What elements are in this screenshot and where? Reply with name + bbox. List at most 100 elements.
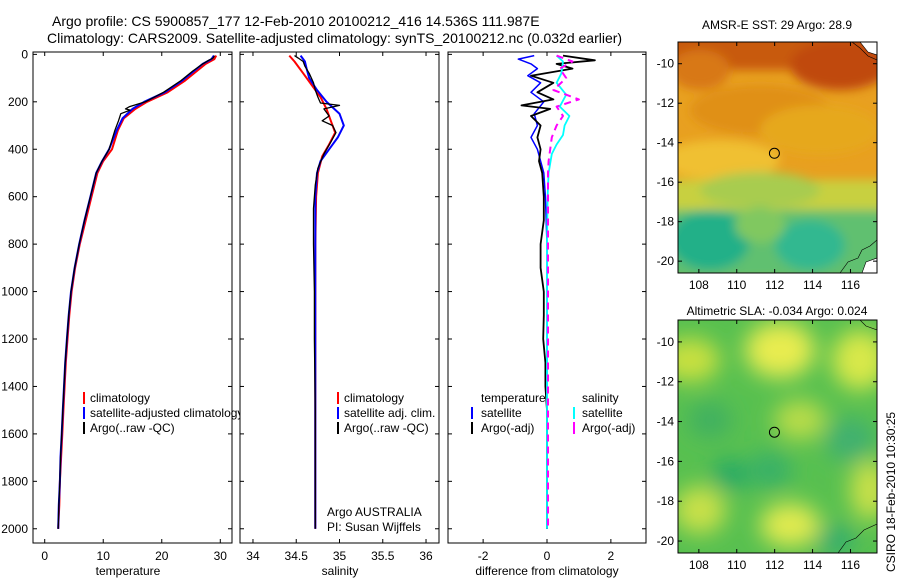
salinity-series xyxy=(288,54,345,529)
legend-title-salinity: salinity xyxy=(582,391,619,405)
y-tick-label: 200 xyxy=(8,95,28,109)
y-tick-label: 400 xyxy=(8,142,28,156)
y-tick-label: 1600 xyxy=(1,427,28,441)
x-tick-label: 35.5 xyxy=(371,549,395,563)
x-tick-label: 20 xyxy=(155,549,169,563)
annotation-line-2: PI: Susan Wijffels xyxy=(327,520,421,534)
map-y-tick-label: -16 xyxy=(657,175,675,189)
map-y-tick-label: -14 xyxy=(657,136,675,150)
x-tick-label: 0 xyxy=(544,549,551,563)
legend-label-salinity-argo: Argo(-adj) xyxy=(582,421,635,435)
map-y-tick-label: -10 xyxy=(657,57,675,71)
x-tick-label: 30 xyxy=(214,549,228,563)
map-y-tick-label: -20 xyxy=(657,254,675,268)
map-x-tick-label: 116 xyxy=(841,558,860,572)
sla-argo-location-marker xyxy=(768,426,780,438)
map-x-tick-label: 114 xyxy=(803,278,822,292)
y-tick-label: 1800 xyxy=(1,474,28,488)
sla-map-title: Altimetric SLA: -0.034 Argo: 0.024 xyxy=(687,304,868,318)
sst-coastline-se xyxy=(839,239,877,273)
difference-axes: -2 0 2 xyxy=(448,52,646,563)
x-tick-label: 36 xyxy=(419,549,433,563)
temperature-profile-chart: 0 10 20 30 0 200 400 600 800 1000 1200 1400 1600 1800… xyxy=(1,47,243,578)
map-y-tick-label: -18 xyxy=(657,494,675,508)
sst-coastline xyxy=(851,42,877,61)
series-line-argo-raw-qc xyxy=(294,55,341,529)
sla-map: Altimetric SLA: -0.034 Argo: 0.024 108 xyxy=(657,304,878,572)
sst-map-field xyxy=(678,42,877,273)
x-tick-label: -2 xyxy=(478,549,489,563)
header-line-1: Argo profile: CS 5900857_177 12-Feb-2010… xyxy=(52,13,540,29)
difference-legend: temperature satellite Argo(-adj) salinit… xyxy=(471,391,635,435)
sla-map-frame xyxy=(677,319,878,554)
x-tick-label: 34 xyxy=(246,549,260,563)
temperature-plot-frame xyxy=(32,51,233,544)
legend-label-climatology: climatology xyxy=(90,391,150,405)
legend-label-temperature-argo: Argo(-adj) xyxy=(481,421,534,435)
sst-map-frame xyxy=(677,41,878,274)
series-line-satellite-adj-clim xyxy=(299,55,345,529)
series-line-salinity-satellite xyxy=(546,54,571,529)
series-line-salinity-argo-adj xyxy=(547,54,580,529)
sst-map-title: AMSR-E SST: 29 Argo: 28.9 xyxy=(702,18,852,32)
map-y-tick-label: -14 xyxy=(657,415,675,429)
map-y-tick-label: -10 xyxy=(657,335,675,349)
difference-profile-chart: -2 0 2 difference from climatology tempera… xyxy=(447,51,647,578)
temperature-legend: climatology satellite-adjusted climatolo… xyxy=(83,391,243,435)
difference-xlabel: difference from climatology xyxy=(475,564,618,578)
difference-series xyxy=(517,54,596,529)
map-x-tick-label: 108 xyxy=(689,278,709,292)
header-line-2: Climatology: CARS2009. Satellite-adjuste… xyxy=(47,30,622,46)
legend-label-argo: Argo(..raw -QC) xyxy=(90,421,175,435)
sst-map: AMSR-E SST: 29 Argo: 28.9 xyxy=(657,18,878,292)
sla-coastline-se xyxy=(837,523,877,553)
side-timestamp: CSIRO 18-Feb-2010 10:30:25 xyxy=(884,412,898,572)
map-x-tick-label: 114 xyxy=(803,558,822,572)
sst-land-ne xyxy=(859,42,877,56)
temperature-series xyxy=(57,55,218,529)
map-y-tick-label: -16 xyxy=(657,454,675,468)
legend-label-argo: Argo(..raw -QC) xyxy=(344,421,429,435)
sst-land-se xyxy=(861,257,877,273)
sst-argo-location-marker xyxy=(768,147,780,159)
y-tick-label: 2000 xyxy=(1,522,28,536)
x-tick-label: 10 xyxy=(97,549,111,563)
map-x-tick-label: 110 xyxy=(727,558,746,572)
series-line-temperature-argo-adj xyxy=(520,54,596,529)
map-y-tick-label: -20 xyxy=(657,534,675,548)
legend-label-satellite-adjusted: satellite-adjusted climatology xyxy=(90,406,243,420)
map-x-tick-label: 116 xyxy=(841,278,860,292)
map-y-tick-label: -12 xyxy=(657,375,675,389)
sla-map-axes: 108 110 112 114 116 -10 -12 -14 -16 -18 -20 xyxy=(657,320,877,572)
salinity-plot-frame xyxy=(239,51,440,544)
salinity-profile-chart: 34 34.5 35 35.5 36 salinity climatology sate… xyxy=(239,51,440,578)
x-tick-label: 2 xyxy=(608,549,615,563)
y-tick-label: 1200 xyxy=(1,332,28,346)
legend-label-satellite: satellite adj. clim. xyxy=(344,406,435,420)
map-x-tick-label: 110 xyxy=(727,278,746,292)
salinity-xlabel: salinity xyxy=(322,564,359,578)
salinity-legend: climatology satellite adj. clim. Argo(..… xyxy=(337,391,435,435)
y-tick-label: 800 xyxy=(8,237,28,251)
x-tick-label: 0 xyxy=(41,549,48,563)
legend-label-salinity-satellite: satellite xyxy=(582,406,623,420)
temperature-xlabel: temperature xyxy=(96,564,161,578)
legend-label-climatology: climatology xyxy=(344,391,404,405)
map-x-tick-label: 108 xyxy=(689,558,709,572)
sst-map-axes: 108 110 112 114 116 -10 -12 -14 -16 -18 -20 xyxy=(657,42,877,292)
y-tick-label: 1400 xyxy=(1,379,28,393)
x-tick-label: 34.5 xyxy=(285,549,309,563)
sla-coastline xyxy=(859,320,877,331)
map-y-tick-label: -12 xyxy=(657,96,675,110)
y-tick-label: 0 xyxy=(21,47,28,61)
series-line-argo-raw-qc xyxy=(57,55,215,529)
map-x-tick-label: 112 xyxy=(765,278,784,292)
y-tick-label: 1000 xyxy=(1,285,28,299)
map-y-tick-label: -18 xyxy=(657,215,675,229)
salinity-axes: 34 34.5 35 35.5 36 xyxy=(240,52,439,563)
legend-title-temperature: temperature xyxy=(481,391,546,405)
annotation-line-1: Argo AUSTRALIA xyxy=(327,505,422,519)
temperature-axes: 0 10 20 30 0 200 400 600 800 1000 1200 1400 1600 1800… xyxy=(1,47,232,563)
x-tick-label: 35 xyxy=(333,549,347,563)
